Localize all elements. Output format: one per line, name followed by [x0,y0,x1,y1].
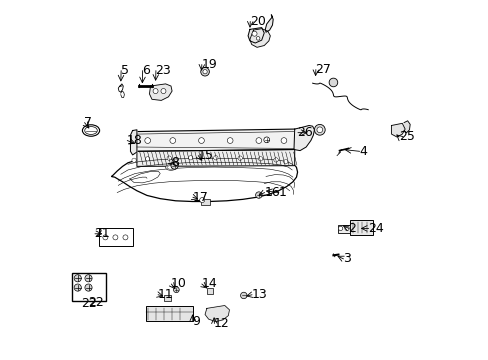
Text: 23: 23 [155,64,171,77]
Circle shape [227,138,233,143]
Circle shape [145,157,149,161]
Text: 6: 6 [142,64,150,77]
Bar [206,288,213,294]
Circle shape [85,284,92,291]
Circle shape [169,138,175,143]
Polygon shape [391,123,405,137]
Circle shape [122,235,128,240]
Text: 22: 22 [88,296,104,309]
Circle shape [102,235,108,240]
Bar [72,273,105,301]
Circle shape [258,157,262,161]
Text: 20: 20 [249,15,265,28]
Circle shape [283,159,287,164]
Circle shape [255,138,261,143]
Text: 19: 19 [201,58,217,71]
Text: 12: 12 [214,317,229,330]
Circle shape [201,67,209,76]
Bar [201,199,209,205]
Circle shape [85,275,92,282]
Text: 16: 16 [264,186,280,199]
Circle shape [188,156,192,160]
Polygon shape [249,29,270,47]
Circle shape [199,198,204,203]
Circle shape [144,138,150,143]
Text: 2: 2 [348,222,356,235]
Polygon shape [137,149,294,166]
Circle shape [256,37,260,40]
Circle shape [251,31,257,36]
Text: 25: 25 [398,130,414,144]
Circle shape [167,156,171,160]
Polygon shape [112,157,297,202]
Circle shape [173,287,179,293]
Text: 7: 7 [84,116,92,129]
Circle shape [171,162,178,169]
Polygon shape [247,28,264,43]
Polygon shape [130,130,137,155]
Text: 8: 8 [171,156,179,168]
Circle shape [273,158,278,162]
Circle shape [74,284,81,291]
Circle shape [314,125,325,135]
Text: 1: 1 [278,186,286,199]
Text: 21: 21 [94,227,110,240]
Circle shape [255,192,262,198]
Text: 10: 10 [171,278,186,291]
Polygon shape [403,121,409,133]
Ellipse shape [82,125,100,136]
Circle shape [328,78,337,87]
Circle shape [203,69,207,74]
Circle shape [344,226,348,230]
Circle shape [281,138,286,143]
Text: 18: 18 [126,134,142,147]
Circle shape [161,89,165,94]
Text: 14: 14 [201,278,217,291]
Polygon shape [204,306,229,321]
Text: 13: 13 [251,288,267,301]
Circle shape [74,275,81,282]
Ellipse shape [84,127,97,134]
Text: 3: 3 [343,252,350,265]
Circle shape [264,137,269,143]
Circle shape [113,235,118,240]
Text: 11: 11 [158,288,173,301]
Text: 27: 27 [315,63,331,76]
Polygon shape [149,84,172,100]
Bar [337,225,349,233]
Text: 24: 24 [367,222,383,235]
Ellipse shape [167,166,175,169]
Ellipse shape [165,165,176,170]
Circle shape [240,292,246,299]
Circle shape [198,138,204,143]
Polygon shape [132,129,303,151]
Bar [163,296,171,301]
Text: 26: 26 [297,126,313,139]
Circle shape [316,127,322,133]
Polygon shape [265,15,273,32]
Bar [349,220,372,235]
Circle shape [238,156,242,160]
Bar [145,306,192,321]
Circle shape [213,156,218,160]
Circle shape [153,89,158,94]
Circle shape [132,158,136,162]
Circle shape [338,226,342,230]
Text: 4: 4 [359,145,366,158]
Text: 9: 9 [192,315,200,328]
Text: 22: 22 [81,297,96,310]
Text: 5: 5 [121,64,128,77]
Bar [99,228,133,246]
Text: 15: 15 [198,149,213,162]
Polygon shape [293,126,314,150]
Text: 17: 17 [192,191,208,204]
